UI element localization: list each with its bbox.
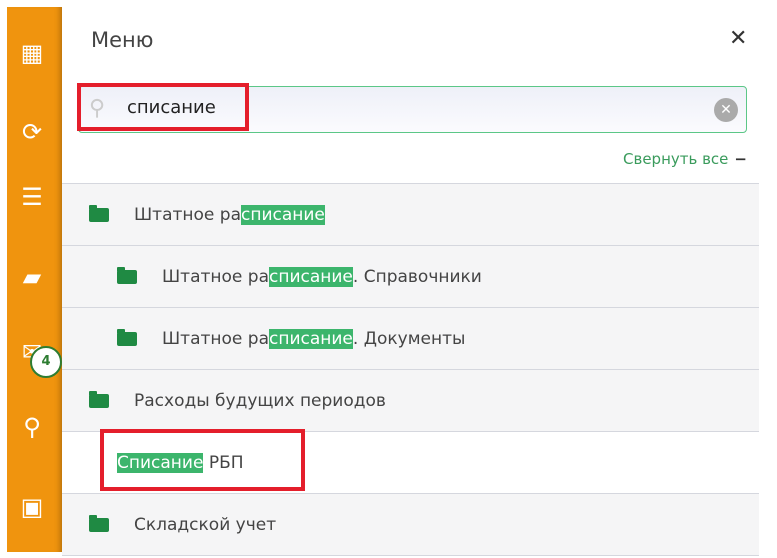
- folder-icon: [89, 390, 109, 408]
- collapse-all-label: Свернуть все: [623, 150, 729, 168]
- search-match: Списание: [117, 452, 204, 473]
- search-input[interactable]: [127, 97, 677, 118]
- sync-icon[interactable]: ⟳: [21, 118, 43, 146]
- menu-item[interactable]: Штатное расписание: [62, 184, 759, 246]
- menu-title: Меню: [91, 28, 154, 52]
- menu-item-label: Списание РБП: [117, 452, 244, 473]
- menu-item[interactable]: Складской учет: [62, 494, 759, 556]
- mail-count-badge: 4: [30, 346, 62, 378]
- search-icon[interactable]: ⚲: [23, 413, 41, 441]
- folder-open-icon[interactable]: ▰: [22, 263, 42, 291]
- search-match: списание: [269, 328, 353, 349]
- menu-item[interactable]: Списание РБП: [62, 432, 759, 494]
- folder-icon: [89, 204, 109, 222]
- close-icon[interactable]: ✕: [729, 26, 748, 51]
- highlight-box-search: [77, 83, 249, 131]
- folder-icon: [117, 266, 137, 284]
- menu-item[interactable]: Штатное расписание. Справочники: [62, 246, 759, 308]
- search-match: списание: [241, 204, 325, 225]
- search-icon: ⚲: [89, 96, 106, 121]
- menu-item-label: Штатное расписание. Документы: [162, 328, 466, 349]
- menu-item-label: Штатное расписание: [134, 204, 325, 225]
- sidebar: ▦ ⟳ ☰ ▰ ✉ 4 ⚲ ▣: [7, 7, 62, 552]
- folder-icon: [89, 514, 109, 532]
- calendar-icon[interactable]: ▣: [20, 493, 44, 521]
- minus-icon: −: [734, 150, 747, 168]
- menu-item-label: Штатное расписание. Справочники: [162, 266, 482, 287]
- menu-item[interactable]: Штатное расписание. Документы: [62, 308, 759, 370]
- menu-list: Штатное расписание Штатное расписание. Сп…: [62, 183, 759, 556]
- qr-code-icon[interactable]: ▦: [20, 39, 44, 67]
- search-field[interactable]: ⚲ ✕: [78, 86, 747, 133]
- menu-item-label: Расходы будущих периодов: [134, 390, 386, 411]
- download-list-icon[interactable]: ☰: [21, 183, 43, 211]
- highlight-box-result: [100, 429, 305, 491]
- menu-panel: Меню ✕ ⚲ ✕ Свернуть все− Штатное расписа…: [62, 0, 759, 558]
- clear-search-icon[interactable]: ✕: [714, 98, 738, 122]
- menu-item-label: Складской учет: [134, 514, 277, 535]
- search-match: списание: [269, 266, 353, 287]
- menu-item[interactable]: Расходы будущих периодов: [62, 370, 759, 432]
- folder-icon: [117, 328, 137, 346]
- collapse-all-link[interactable]: Свернуть все −: [623, 150, 747, 168]
